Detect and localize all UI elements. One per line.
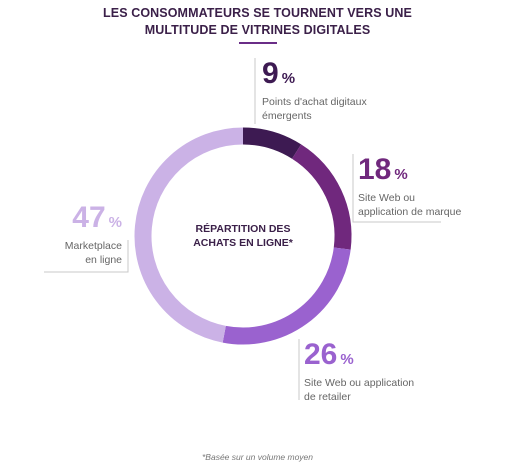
slice-label-line: en ligne bbox=[85, 254, 122, 266]
chart-title-line-2: MULTITUDE DE VITRINES DIGITALES bbox=[144, 23, 371, 37]
slice-value-brand: 18% bbox=[358, 154, 461, 191]
annotation-marketplace: 47% Marketplace en ligne bbox=[44, 202, 122, 267]
slice-label-line: application de marque bbox=[358, 206, 462, 218]
slice-label-line: Marketplace bbox=[64, 240, 122, 252]
slice-value-emerging: 9% bbox=[262, 58, 367, 95]
footnote: *Basée sur un volume moyen bbox=[201, 452, 314, 462]
slice-label-brand: Site Web ou application de marque bbox=[358, 191, 461, 219]
slice-label-emerging: Points d'achat digitaux émergents bbox=[262, 95, 367, 123]
annotation-retailer: 26% Site Web ou application de retailer bbox=[304, 339, 414, 404]
slice-value-number: 18 bbox=[358, 153, 392, 186]
leader-line-brand bbox=[352, 154, 441, 223]
annotation-emerging: 9% Points d'achat digitaux émergents bbox=[262, 58, 367, 123]
slice-label-line: Points d'achat digitaux bbox=[262, 96, 367, 108]
donut-slice-3 bbox=[134, 127, 244, 343]
slice-label-marketplace: Marketplace en ligne bbox=[44, 239, 122, 267]
chart-title: LES CONSOMMATEURS SE TOURNENT VERS UNE M… bbox=[0, 5, 515, 44]
center-label-line-2: ACHATS EN LIGNE* bbox=[193, 237, 293, 249]
slice-label-line: émergents bbox=[262, 110, 312, 122]
slice-value-unit: % bbox=[108, 214, 122, 231]
slice-value-number: 9 bbox=[262, 57, 279, 90]
slice-label-line: Site Web ou bbox=[358, 192, 416, 204]
donut-center-label: RÉPARTITION DES ACHATS EN LIGNE* bbox=[178, 222, 308, 250]
donut-slice-2 bbox=[222, 247, 351, 345]
slice-value-unit: % bbox=[340, 351, 354, 368]
slice-value-unit: % bbox=[281, 70, 296, 87]
donut-slice-0 bbox=[242, 127, 302, 159]
slice-value-retailer: 26% bbox=[304, 339, 414, 376]
donut-slice-1 bbox=[291, 144, 352, 250]
slice-label-line: Site Web ou application bbox=[304, 377, 415, 389]
title-underline bbox=[238, 42, 277, 44]
center-label-line-1: RÉPARTITION DES bbox=[195, 223, 291, 235]
slice-value-number: 47 bbox=[72, 201, 106, 234]
annotation-brand: 18% Site Web ou application de marque bbox=[358, 154, 461, 219]
slice-value-marketplace: 47% bbox=[44, 202, 122, 239]
slice-label-retailer: Site Web ou application de retailer bbox=[304, 376, 414, 404]
slice-value-number: 26 bbox=[304, 338, 338, 371]
chart-title-line-1: LES CONSOMMATEURS SE TOURNENT VERS UNE bbox=[103, 6, 412, 20]
leader-line-marketplace bbox=[44, 240, 129, 273]
slice-label-line: de retailer bbox=[304, 391, 351, 403]
slice-value-unit: % bbox=[394, 166, 408, 183]
